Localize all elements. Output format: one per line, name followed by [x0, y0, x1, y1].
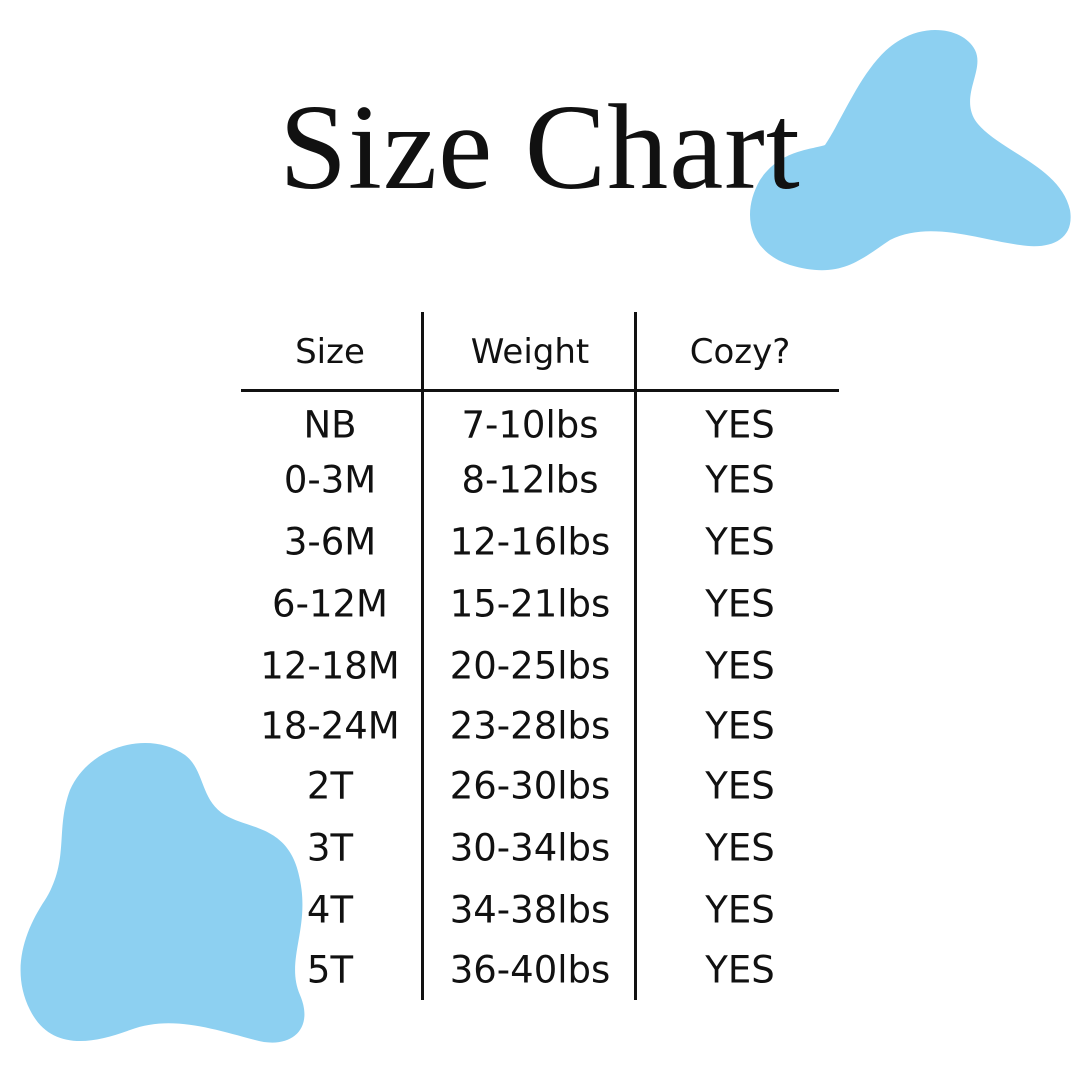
size-cell: 5T	[306, 948, 354, 992]
header-weight: Weight	[470, 332, 590, 372]
weight-cell: 34-38lbs	[449, 888, 611, 932]
header-divider	[241, 389, 839, 392]
cozy-cell: YES	[705, 403, 775, 447]
cozy-cell: YES	[705, 764, 775, 808]
weight-cell: 7-10lbs	[461, 403, 599, 447]
weight-cell: 8-12lbs	[461, 458, 599, 502]
column-divider	[421, 312, 424, 1000]
page-title: Size Chart	[279, 80, 801, 215]
top-right-blob	[750, 29, 1071, 271]
size-cell: 18-24M	[260, 704, 400, 748]
size-cell: 0-3M	[283, 458, 377, 502]
size-cell: 3T	[306, 826, 354, 870]
cozy-cell: YES	[705, 644, 775, 688]
bottom-left-blob	[20, 742, 305, 1043]
cozy-cell: YES	[705, 826, 775, 870]
size-cell: 4T	[306, 888, 354, 932]
size-cell: 12-18M	[260, 644, 400, 688]
size-cell: 2T	[306, 764, 354, 808]
header-cozy: Cozy?	[689, 332, 791, 372]
weight-cell: 12-16lbs	[449, 520, 611, 564]
cozy-cell: YES	[705, 458, 775, 502]
size-cell: NB	[303, 403, 357, 447]
weight-cell: 15-21lbs	[449, 582, 611, 626]
cozy-cell: YES	[705, 582, 775, 626]
weight-cell: 23-28lbs	[449, 704, 611, 748]
weight-cell: 36-40lbs	[449, 948, 611, 992]
header-size: Size	[295, 332, 365, 372]
size-cell: 6-12M	[272, 582, 388, 626]
cozy-cell: YES	[705, 704, 775, 748]
column-divider	[634, 312, 637, 1000]
size-cell: 3-6M	[283, 520, 377, 564]
weight-cell: 26-30lbs	[449, 764, 611, 808]
weight-cell: 30-34lbs	[449, 826, 611, 870]
cozy-cell: YES	[705, 520, 775, 564]
weight-cell: 20-25lbs	[449, 644, 611, 688]
cozy-cell: YES	[705, 888, 775, 932]
cozy-cell: YES	[705, 948, 775, 992]
